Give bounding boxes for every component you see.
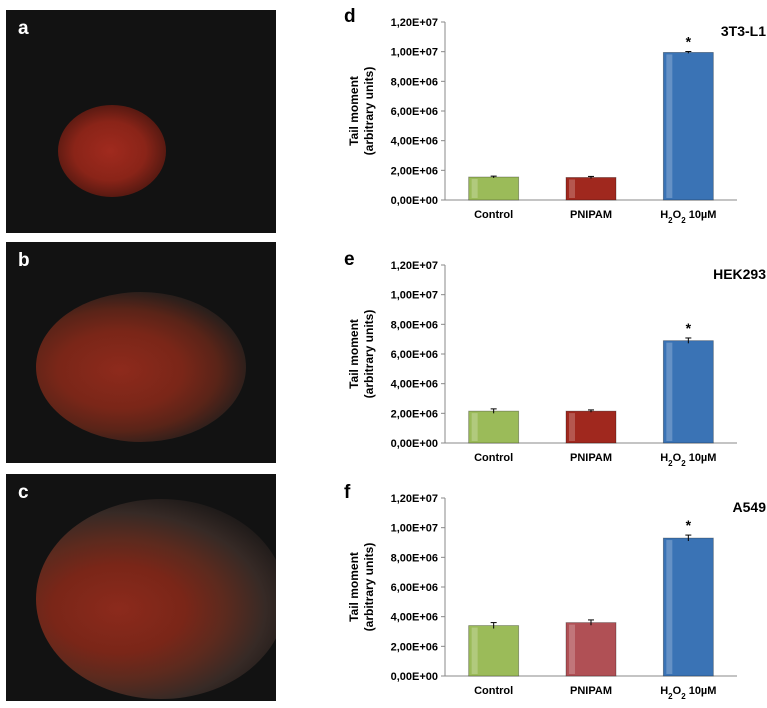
chart-e-ytick-label: 8,00E+06 — [391, 319, 438, 331]
chart-f-ytick-label: 2,00E+06 — [391, 641, 438, 653]
chart-e-ylabel: Tail moment(arbitrary units) — [347, 310, 376, 399]
bar-chart-e: e HEK293 Tail moment(arbitrary units) 0,00E… — [322, 245, 767, 475]
chart-d-ytick-label: 6,00E+06 — [391, 106, 438, 118]
chart-d-category-1: PNIPAM — [570, 209, 612, 221]
panel-label-b: b — [18, 250, 30, 271]
bar-chart-f-svg: f A549 Tail moment(arbitrary units) 0,00E+0… — [344, 482, 767, 701]
chart-e-category-0: Control — [474, 452, 513, 464]
chart-e-title: HEK293 — [713, 266, 766, 282]
bar-chart-e-svg: e HEK293 Tail moment(arbitrary units) 0,00E… — [344, 249, 766, 468]
chart-e-bar-1 — [565, 410, 617, 444]
comet-image-c: c — [6, 474, 276, 701]
chart-d-ylabel: Tail moment(arbitrary units) — [347, 67, 376, 156]
chart-f-ytick-label: 6,00E+06 — [391, 582, 438, 594]
panel-label-a: a — [18, 18, 29, 39]
chart-e-ytick-label: 4,00E+06 — [391, 379, 438, 391]
chart-e-panel-letter: e — [344, 249, 355, 270]
bar-chart-d: d 3T3-L1 Tail moment(arbitrary units) 0,00E… — [322, 2, 767, 232]
chart-d-bar-highlight-1 — [569, 179, 575, 198]
chart-f-ytick-label: 0,00E+00 — [391, 671, 438, 683]
chart-d-ytick-label: 8,00E+06 — [391, 76, 438, 88]
chart-f-bar-2 — [662, 537, 714, 677]
chart-f-category-1: PNIPAM — [570, 685, 612, 697]
chart-f-ytick-label: 1,00E+07 — [391, 523, 438, 535]
chart-f-ytick-label: 1,20E+07 — [391, 493, 438, 505]
chart-d-ytick-label: 2,00E+06 — [391, 165, 438, 177]
chart-e-category-2: H2O2 10µM — [660, 452, 716, 468]
chart-d-title: 3T3-L1 — [721, 23, 766, 39]
chart-e-bar-highlight-0 — [471, 413, 478, 441]
chart-e-bar-2 — [662, 340, 714, 444]
chart-e-ytick-label: 1,20E+07 — [391, 260, 438, 272]
comet-image-b: b — [6, 242, 276, 463]
chart-e-ytick-label: 2,00E+06 — [391, 408, 438, 420]
chart-e-bar-highlight-1 — [569, 413, 575, 441]
chart-f-ylabel: Tail moment(arbitrary units) — [347, 543, 376, 632]
chart-f-panel-letter: f — [344, 482, 351, 503]
chart-f-bar-0 — [468, 625, 520, 677]
chart-d-ytick-label: 1,20E+07 — [391, 17, 438, 29]
chart-d-ytick-label: 4,00E+06 — [391, 136, 438, 148]
chart-e-bar-0 — [468, 410, 520, 444]
chart-d-category-0: Control — [474, 209, 513, 221]
chart-f-bar-highlight-1 — [569, 624, 575, 674]
chart-f-bar-highlight-0 — [471, 627, 478, 674]
chart-d-panel-letter: d — [344, 6, 356, 27]
chart-f-category-2: H2O2 10µM — [660, 685, 716, 701]
chart-e-ytick-label: 0,00E+00 — [391, 438, 438, 450]
bar-chart-d-svg: d 3T3-L1 Tail moment(arbitrary units) 0,00E… — [344, 6, 766, 225]
chart-f-ytick-label: 4,00E+06 — [391, 612, 438, 624]
chart-f-ytick-label: 8,00E+06 — [391, 552, 438, 564]
chart-d-ytick-label: 0,00E+00 — [391, 195, 438, 207]
chart-d-bar-highlight-0 — [471, 179, 478, 198]
chart-e-significance-2: * — [686, 320, 692, 336]
chart-e-category-1: PNIPAM — [570, 452, 612, 464]
chart-e-ytick-label: 1,00E+07 — [391, 290, 438, 302]
chart-e-ytick-label: 6,00E+06 — [391, 349, 438, 361]
chart-f-bar-highlight-2 — [666, 540, 673, 674]
chart-d-significance-2: * — [686, 34, 692, 50]
chart-f-category-0: Control — [474, 685, 513, 697]
chart-d-bar-highlight-2 — [666, 54, 673, 199]
chart-f-title: A549 — [733, 499, 767, 515]
comet-image-a: a — [6, 10, 276, 233]
chart-e-bar-highlight-2 — [666, 342, 673, 441]
chart-d-category-2: H2O2 10µM — [660, 209, 716, 225]
panel-label-c: c — [18, 482, 29, 503]
bar-chart-f: f A549 Tail moment(arbitrary units) 0,00E+0… — [322, 478, 767, 708]
chart-d-ytick-label: 1,00E+07 — [391, 47, 438, 59]
chart-f-significance-2: * — [686, 517, 692, 533]
